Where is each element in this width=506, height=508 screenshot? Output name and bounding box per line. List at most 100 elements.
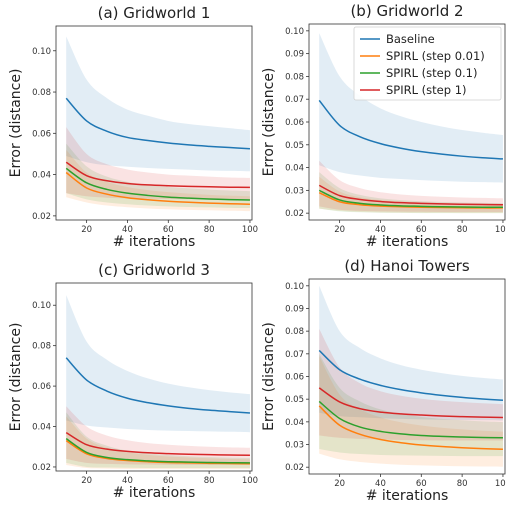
band-gridworld-3-series-0: [66, 295, 250, 433]
line-gridworld-3-series-0: [65, 357, 251, 414]
line-hanoi-towers-series-1: [318, 405, 503, 451]
x-tick-label: 100: [495, 225, 506, 235]
y-tick-label: 0.06: [285, 373, 304, 383]
y-tick-label: 0.04: [285, 418, 304, 428]
legend-label: Baseline: [386, 32, 435, 46]
x-axis-label: # iterations: [366, 488, 449, 504]
y-axis-label: Error (distance): [261, 68, 277, 177]
y-tick-label: 0.02: [32, 212, 51, 222]
x-tick-label: 60: [416, 479, 427, 489]
line-gridworld-1-series-3: [65, 161, 250, 189]
x-tick-label: 80: [204, 225, 215, 235]
legend-label: SPIRL (step 0.1): [386, 66, 477, 80]
panel-title: (c) Gridworld 3: [98, 261, 210, 279]
x-tick-label: 80: [457, 225, 468, 235]
line-gridworld-2-series-0: [318, 99, 504, 160]
y-tick-label: 0.07: [285, 350, 304, 360]
x-tick-label: 80: [457, 479, 468, 489]
y-tick-label: 0.06: [285, 118, 304, 128]
line-gridworld-1-series-2: [65, 167, 250, 201]
x-tick-label: 40: [122, 476, 133, 486]
y-tick-label: 0.08: [32, 342, 51, 352]
y-axis-label: Error (distance): [261, 322, 277, 431]
x-axis-label: # iterations: [113, 485, 196, 501]
panel-gridworld-1: 20 40 60 80 100 0.02 0.04 0.06 0.08 0.10 (a) Gridw…: [8, 4, 258, 250]
x-tick-label: 60: [163, 225, 174, 235]
band-gridworld-1-series-0: [66, 36, 250, 172]
y-tick-label: 0.07: [285, 95, 304, 105]
y-tick-label: 0.04: [32, 171, 51, 181]
y-tick-label: 0.05: [285, 395, 304, 405]
band-hanoi-towers-series-3: [319, 328, 503, 441]
x-tick-label: 20: [334, 479, 345, 489]
x-axis-label: # iterations: [113, 234, 196, 250]
panel-title: (a) Gridworld 1: [98, 4, 211, 22]
x-tick-label: 80: [204, 476, 215, 486]
axes-frame: [55, 25, 253, 221]
y-tick-label: 0.03: [285, 441, 304, 451]
legend: Baseline SPIRL (step 0.01) SPIRL (step 0.1…: [353, 26, 502, 101]
x-tick-label: 20: [81, 476, 92, 486]
band-hanoi-towers-series-1: [319, 356, 503, 467]
line-gridworld-2-series-3: [318, 184, 503, 206]
band-gridworld-2-series-2: [319, 172, 503, 214]
y-tick-label: 0.02: [285, 209, 304, 219]
x-tick-label: 20: [81, 225, 92, 235]
x-tick-label: 40: [375, 225, 386, 235]
y-tick-label: 0.09: [285, 50, 304, 60]
axes-frame: [55, 282, 253, 472]
y-tick-label: 0.04: [32, 423, 51, 433]
y-tick-label: 0.06: [32, 382, 51, 392]
x-tick-label: 100: [242, 476, 258, 486]
legend-label: SPIRL (step 1): [386, 83, 467, 97]
y-tick-label: 0.08: [285, 327, 304, 337]
panel-title: (b) Gridworld 2: [350, 2, 463, 20]
y-tick-label: 0.04: [285, 164, 304, 174]
band-gridworld-2-series-3: [319, 160, 503, 213]
band-hanoi-towers-series-2: [319, 353, 503, 457]
legend-label: SPIRL (step 0.01): [386, 49, 485, 63]
x-tick-label: 100: [242, 225, 258, 235]
line-gridworld-1-series-0: [65, 97, 251, 150]
line-hanoi-towers-series-0: [318, 349, 504, 402]
x-tick-label: 60: [416, 225, 427, 235]
y-tick-label: 0.09: [285, 304, 304, 314]
y-tick-label: 0.06: [32, 129, 51, 139]
x-tick-label: 20: [334, 225, 345, 235]
band-gridworld-3-series-1: [66, 416, 250, 470]
y-axis-label: Error (distance): [8, 323, 24, 432]
band-hanoi-towers-series-0: [319, 285, 503, 421]
y-tick-label: 0.02: [32, 463, 51, 473]
legend-box: [353, 26, 502, 101]
y-tick-label: 0.05: [285, 141, 304, 151]
y-tick-label: 0.10: [32, 301, 51, 311]
x-axis-label: # iterations: [366, 234, 449, 250]
panel-gridworld-3: 20 40 60 80 100 0.02 0.04 0.06 0.08 0.10 (c) Gridw…: [8, 261, 258, 501]
x-tick-label: 60: [163, 476, 174, 486]
line-hanoi-towers-series-3: [318, 387, 503, 419]
band-gridworld-1-series-2: [66, 143, 250, 209]
y-tick-label: 0.03: [285, 186, 304, 196]
panel-hanoi-towers: 20 40 60 80 100 0.02 0.03 0.04 0.05 0.06 0.07 0.08 0…: [261, 257, 506, 504]
line-gridworld-2-series-2: [318, 189, 503, 209]
x-tick-label: 40: [122, 225, 133, 235]
y-tick-label: 0.08: [285, 72, 304, 82]
x-tick-label: 100: [495, 479, 506, 489]
y-tick-label: 0.10: [285, 27, 304, 37]
line-gridworld-3-series-2: [65, 438, 250, 464]
line-gridworld-3-series-3: [65, 431, 250, 456]
line-hanoi-towers-series-2: [318, 400, 503, 439]
line-gridworld-1-series-1: [65, 171, 250, 206]
y-tick-label: 0.10: [285, 282, 304, 292]
line-gridworld-3-series-1: [65, 440, 250, 465]
y-tick-label: 0.10: [32, 47, 51, 57]
panel-gridworld-2: 20 40 60 80 100 0.02 0.03 0.04 0.05 0.06 0.07 0.08 0…: [261, 2, 506, 250]
y-tick-label: 0.02: [285, 463, 304, 473]
band-gridworld-2-series-0: [319, 33, 503, 183]
panel-title: (d) Hanoi Towers: [344, 257, 470, 275]
y-axis-label: Error (distance): [8, 69, 24, 178]
x-tick-label: 40: [375, 479, 386, 489]
y-tick-label: 0.08: [32, 88, 51, 98]
band-gridworld-3-series-2: [66, 412, 250, 468]
